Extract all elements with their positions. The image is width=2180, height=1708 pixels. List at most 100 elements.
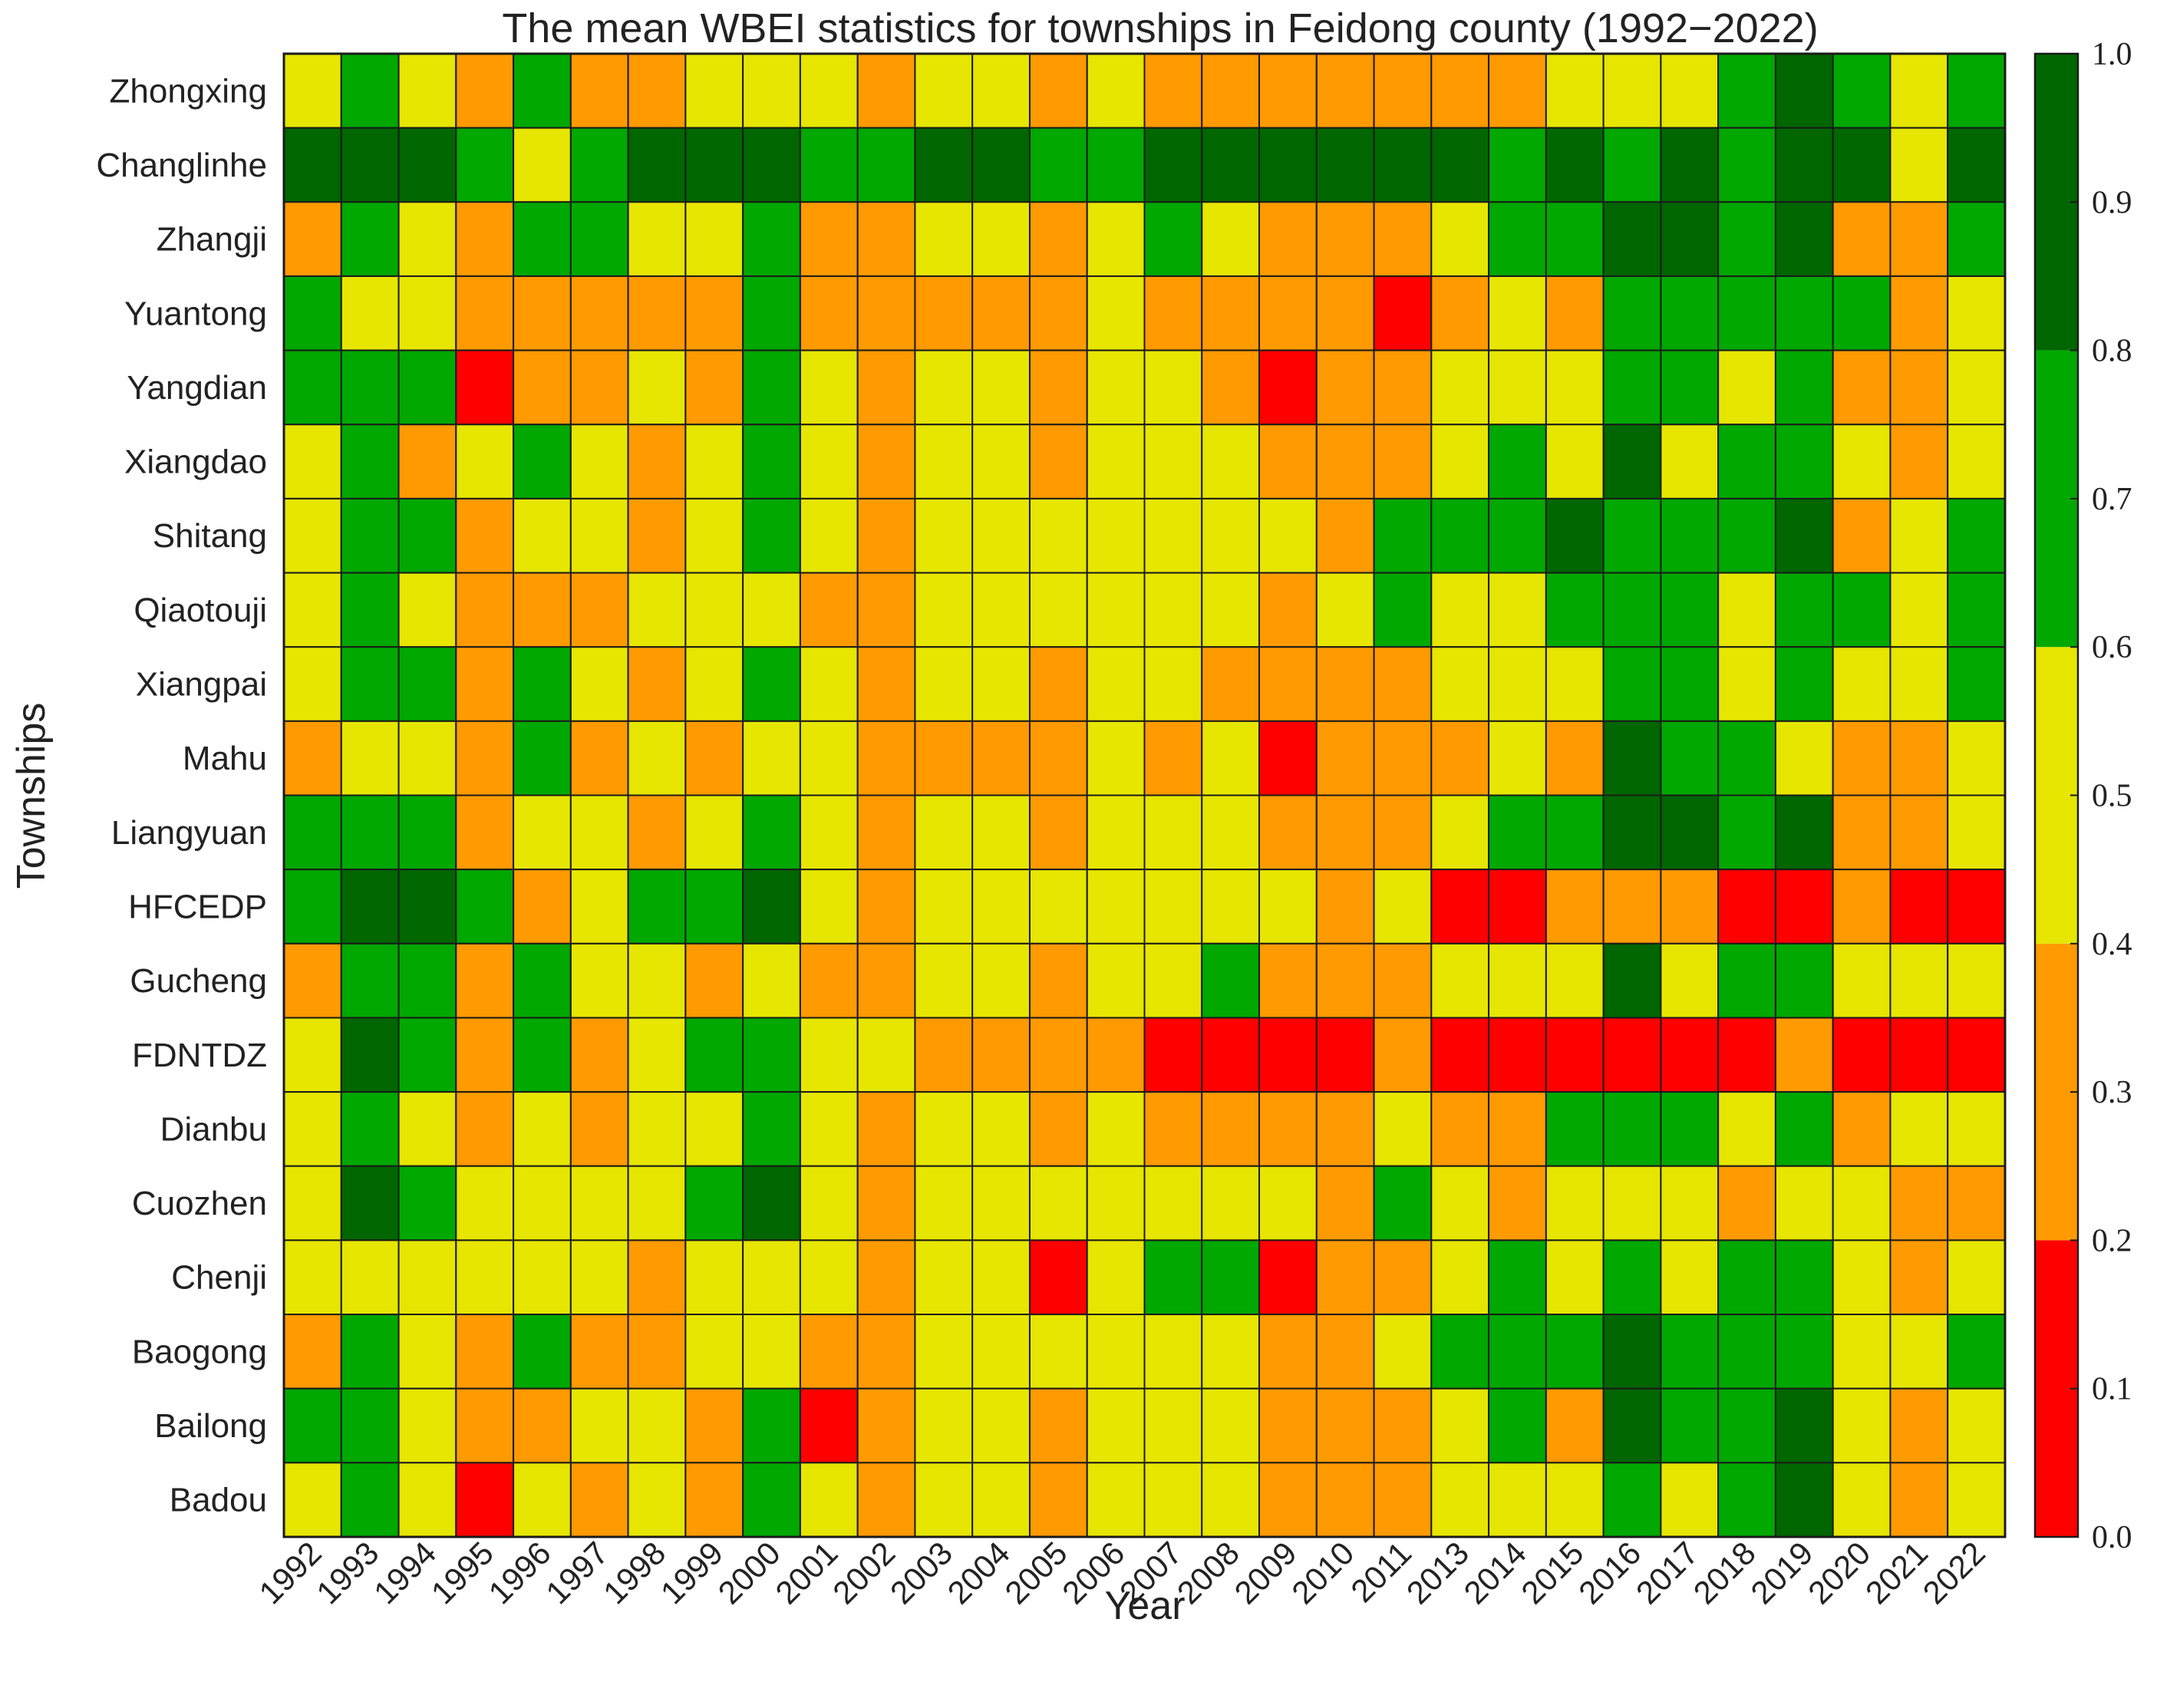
heatmap-cell (856, 942, 916, 1019)
column-label: 2002 (826, 1535, 902, 1611)
heatmap-cell (1315, 1314, 1375, 1390)
heatmap-cell (1660, 869, 1720, 945)
heatmap-cell (914, 497, 974, 574)
heatmap-cell (1258, 275, 1318, 351)
heatmap-frame (282, 52, 2007, 1538)
heatmap-cell (1488, 572, 1547, 648)
heatmap-cell (1660, 275, 1720, 351)
heatmap-cell (1143, 720, 1203, 796)
heatmap-cell (1258, 720, 1318, 796)
heatmap-cell (1430, 1462, 1490, 1538)
column-label: 2018 (1687, 1535, 1763, 1611)
heatmap-cell (1717, 1239, 1776, 1316)
column-label: 2020 (1801, 1535, 1877, 1611)
heatmap-cell (513, 646, 572, 722)
heatmap-cell (455, 127, 515, 203)
heatmap-cell (1774, 53, 1834, 129)
heatmap-cell (340, 53, 400, 129)
heatmap-cell (340, 646, 400, 722)
heatmap-cell (684, 646, 744, 722)
heatmap-cell (1488, 794, 1547, 871)
heatmap-cell (1889, 497, 1949, 574)
heatmap-cell (1832, 1387, 1891, 1464)
heatmap-cell (513, 424, 572, 500)
heatmap-cell (1774, 201, 1834, 277)
heatmap-cell (283, 1017, 342, 1093)
heatmap-cell (1889, 1314, 1949, 1390)
heatmap-cell (856, 275, 916, 351)
heatmap-cell (1086, 1314, 1146, 1390)
heatmap-cell (1315, 201, 1375, 277)
heatmap-cell (455, 794, 515, 871)
heatmap-cell (1373, 1314, 1433, 1390)
heatmap-cell (1488, 424, 1547, 500)
heatmap-cell (1201, 720, 1261, 796)
heatmap-cell (742, 349, 801, 426)
heatmap-cell (1315, 127, 1375, 203)
heatmap-cell (1488, 1314, 1547, 1390)
heatmap-cell (1201, 1239, 1261, 1316)
heatmap-cell (1774, 1239, 1834, 1316)
colorbar-tick-label: 0.9 (2092, 185, 2132, 220)
heatmap-cell (1717, 869, 1776, 945)
heatmap-cell (1201, 869, 1261, 945)
heatmap-cell (1889, 942, 1949, 1019)
chart-title: The mean WBEI statistics for townships i… (502, 5, 1818, 51)
heatmap-cell (1086, 1091, 1146, 1167)
heatmap-cell (1086, 201, 1146, 277)
heatmap-cell (1889, 1239, 1949, 1316)
heatmap-cell (627, 646, 687, 722)
heatmap-cell (1660, 720, 1720, 796)
heatmap-cell (1201, 1165, 1261, 1241)
heatmap-cell (397, 201, 457, 277)
heatmap-cell (1373, 275, 1433, 351)
heatmap-cell (1201, 201, 1261, 277)
colorbar-tick-label: 0.8 (2092, 334, 2132, 369)
row-label: Xiangdao (124, 443, 267, 481)
heatmap-cell (684, 53, 744, 129)
heatmap-cell (283, 1387, 342, 1464)
heatmap-cell (1774, 424, 1834, 500)
heatmap-cell (1774, 275, 1834, 351)
heatmap-cell (799, 794, 859, 871)
heatmap-cell (1717, 720, 1776, 796)
heatmap-cell (742, 53, 801, 129)
row-label: Badou (170, 1482, 267, 1519)
heatmap-cell (971, 349, 1031, 426)
heatmap-cell (1717, 1017, 1776, 1093)
heatmap-cell (856, 201, 916, 277)
heatmap-cell (1201, 942, 1261, 1019)
heatmap-cell (1832, 201, 1891, 277)
heatmap-cell (627, 1165, 687, 1241)
heatmap-cell (513, 1017, 572, 1093)
heatmap-cell (1832, 1165, 1891, 1241)
heatmap-cell (397, 1017, 457, 1093)
heatmap-cell (799, 1462, 859, 1538)
heatmap-cell (1545, 1462, 1604, 1538)
heatmap-cell (914, 349, 974, 426)
heatmap-cell (856, 646, 916, 722)
x-axis-label: Year (1104, 1584, 1185, 1628)
heatmap-cell (1315, 1165, 1375, 1241)
heatmap-cell (569, 275, 629, 351)
heatmap-cell (1028, 1387, 1088, 1464)
heatmap-cell (971, 646, 1031, 722)
heatmap-cell (742, 497, 801, 574)
heatmap-cell (1086, 1462, 1146, 1538)
heatmap-cell (513, 1091, 572, 1167)
heatmap-cell (742, 424, 801, 500)
heatmap-cell (627, 1462, 687, 1538)
row-label: Zhangji (157, 221, 267, 259)
heatmap-cell (1717, 497, 1776, 574)
heatmap-cell (684, 1239, 744, 1316)
heatmap-cell (1774, 497, 1834, 574)
heatmap-cell (513, 1314, 572, 1390)
heatmap-cell (1774, 646, 1834, 722)
heatmap-cell (397, 1239, 457, 1316)
heatmap-cell (1373, 424, 1433, 500)
heatmap-cell (1201, 572, 1261, 648)
heatmap-cell (283, 646, 342, 722)
heatmap-cell (455, 1017, 515, 1093)
heatmap-cell (799, 646, 859, 722)
heatmap-cell (283, 497, 342, 574)
